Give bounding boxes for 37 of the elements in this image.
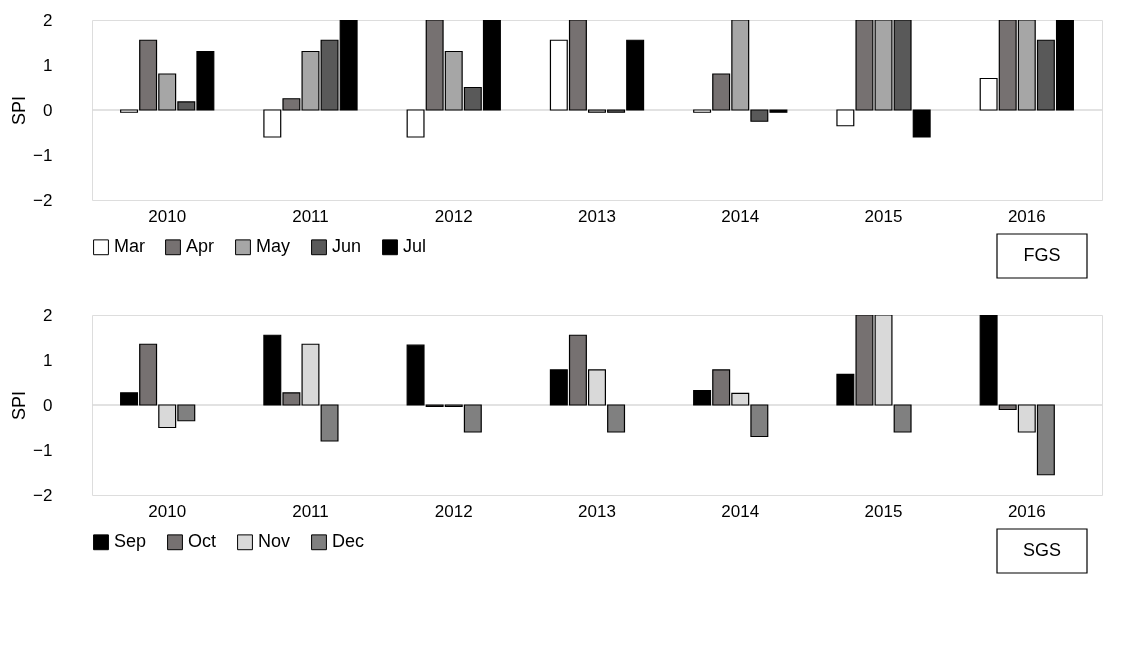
legend-label: Mar xyxy=(114,236,145,257)
y-tick-label: −1 xyxy=(33,440,53,460)
x-tick-label: 2011 xyxy=(292,501,329,521)
x-tick-label: 2013 xyxy=(578,206,616,226)
x-tick-label: 2014 xyxy=(721,501,760,521)
y-axis-title: SPI xyxy=(9,390,30,421)
y-tick-label: −2 xyxy=(33,485,53,505)
legend-label: Jun xyxy=(332,236,362,257)
x-tick-label: 2015 xyxy=(864,501,903,521)
x-tick-label: 2010 xyxy=(148,501,187,521)
x-tick-label: 2013 xyxy=(578,501,616,521)
legend-label: Oct xyxy=(188,531,217,552)
y-tick-label: 0 xyxy=(43,100,53,120)
y-tick-label: 2 xyxy=(43,10,53,30)
y-tick-label: −1 xyxy=(33,145,53,165)
x-tick-label: 2010 xyxy=(148,206,187,226)
legend-label: May xyxy=(256,236,291,257)
y-axis-title: SPI xyxy=(9,95,30,126)
x-tick-label: 2016 xyxy=(1007,206,1046,226)
x-tick-label: 2014 xyxy=(721,206,760,226)
legend-label: Dec xyxy=(332,531,365,552)
x-tick-label: 2011 xyxy=(292,206,329,226)
text: FGS xyxy=(1023,245,1061,265)
y-tick-label: 0 xyxy=(43,395,53,415)
x-tick-label: 2015 xyxy=(864,206,903,226)
x-tick-label: 2012 xyxy=(434,206,473,226)
y-tick-label: −2 xyxy=(33,190,53,210)
legend-label: Jul xyxy=(403,236,427,257)
y-tick-label: 1 xyxy=(43,55,53,75)
y-tick-label: 1 xyxy=(43,350,53,370)
x-tick-label: 2012 xyxy=(434,501,473,521)
legend-label: Sep xyxy=(114,531,147,552)
x-tick-label: 2016 xyxy=(1007,501,1046,521)
legend-label: Nov xyxy=(258,531,291,552)
y-tick-label: 2 xyxy=(43,305,53,325)
legend-label: Apr xyxy=(186,236,215,257)
text: SGS xyxy=(1022,540,1062,560)
